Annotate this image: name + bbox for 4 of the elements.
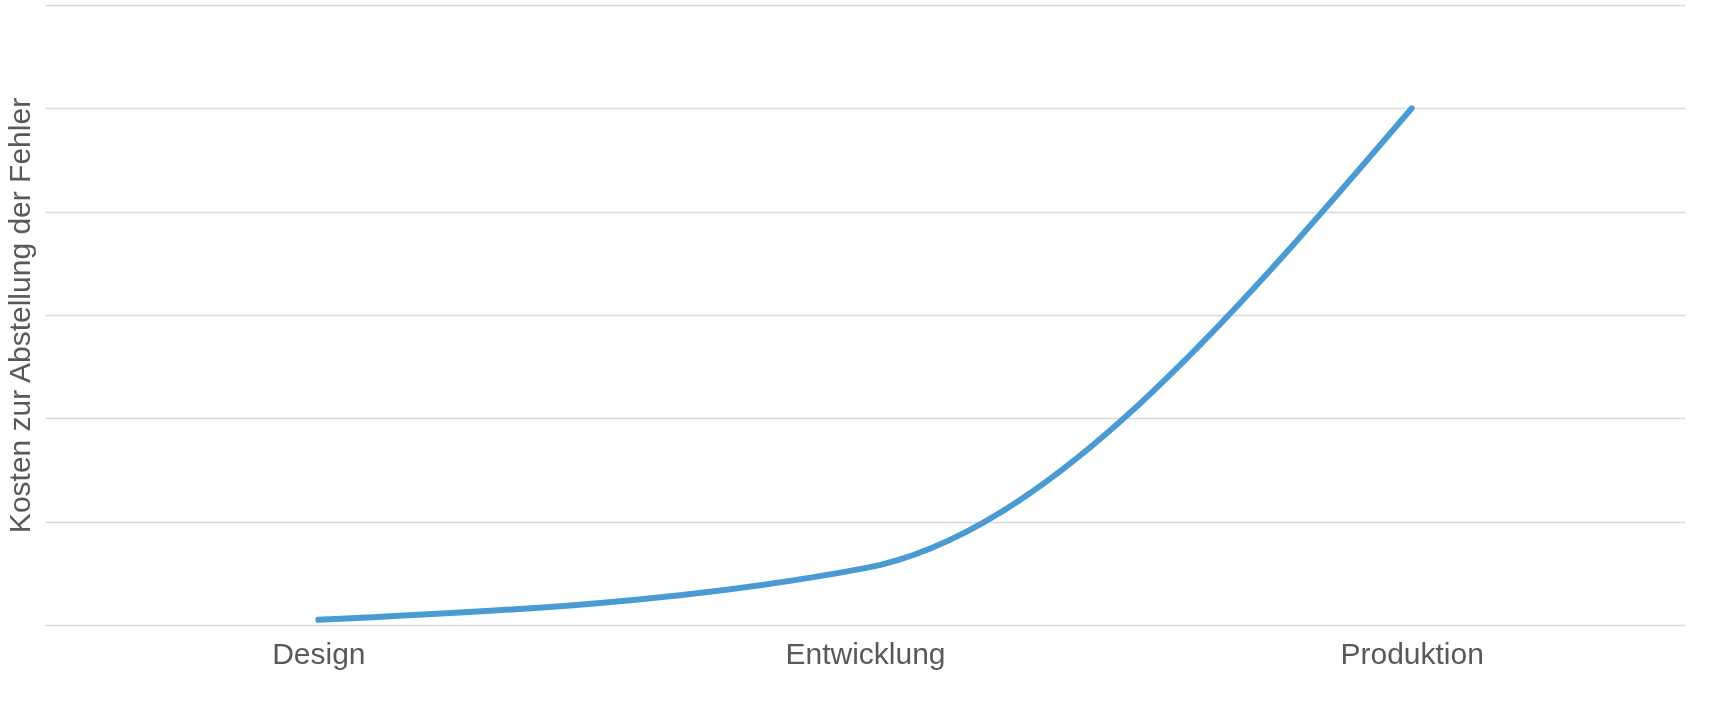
y-axis-title: Kosten zur Abstellung der Fehler <box>2 97 36 534</box>
x-tick-label: Entwicklung <box>785 636 946 670</box>
x-tick-label: Produktion <box>1340 636 1484 670</box>
x-tick-label: Design <box>272 636 366 670</box>
